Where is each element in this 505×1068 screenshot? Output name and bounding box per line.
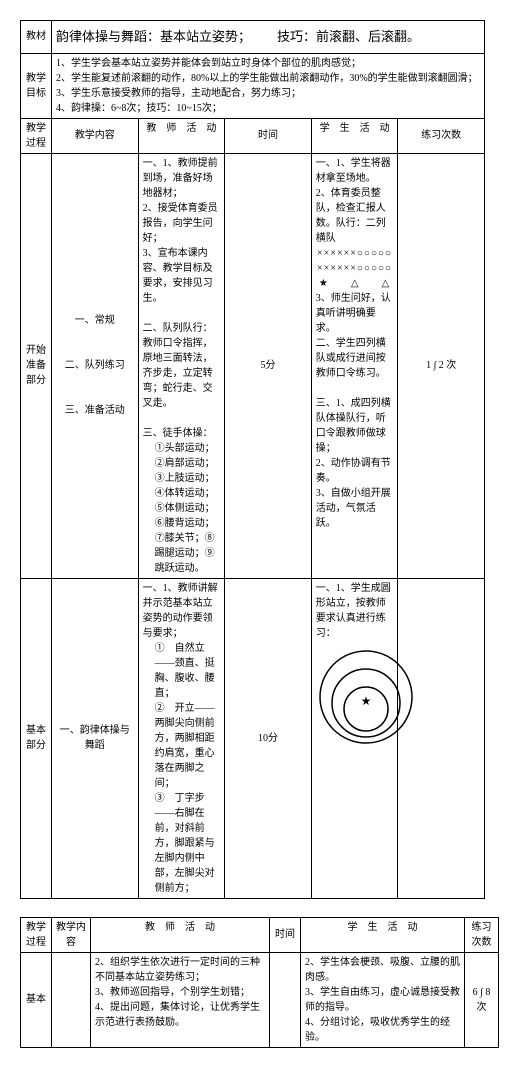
- process-cell: 开始准备部分: [21, 153, 52, 578]
- th-reps: 练习次数: [465, 917, 499, 952]
- student-cell: 2、学生体会梗颈、吸腹、立腰的肌肉感。 3、学生自由练习，虚心诚恳接受教师的指导…: [301, 952, 465, 1047]
- teacher-cell: 2、组织学生依次进行一定时间的三种不同基本站立姿势练习； 3、教师巡回指导，个别…: [91, 952, 270, 1047]
- th-reps: 练习次数: [398, 118, 485, 153]
- th-student: 学 生 活 动: [301, 917, 465, 952]
- th-process: 教学过程: [21, 118, 52, 153]
- goals-list: 1、学生学会基本站立姿势并能体会到站立时身体个部位的肌肉感觉； 2、学生能复述前…: [52, 53, 485, 118]
- goal-item: 3、学生乐意接受教师的指导，主动地配合，努力练习；: [56, 86, 480, 101]
- goal-item: 2、学生能复述前滚翻的动作，80%以上的学生能做出前滚翻动作，30%的学生能做到…: [56, 71, 480, 86]
- title-skill: 技巧：前滚翻、后滚翻。: [277, 29, 420, 44]
- formation-diagram: ××××××○○○○○ ××××××○○○○○ ★ △ △: [316, 246, 394, 291]
- time-cell: 5分: [225, 153, 312, 578]
- teacher-cell: 一、1、教师提前到场，准备好场地器材； 2、接受体育委员报告，向学生问好； 3、…: [138, 153, 225, 578]
- content-cell: [52, 952, 91, 1047]
- content-cell: 一、韵律体操与舞蹈: [52, 578, 139, 898]
- goal-item: 1、学生学会基本站立姿势并能体会到站立时身体个部位的肌肉感觉；: [56, 56, 480, 71]
- process-cell: 基本: [21, 952, 52, 1047]
- student-cell: 一、1、学生成圆形站立，按教师要求认真进行练习： ★: [311, 578, 398, 898]
- th-content: 教学内容: [52, 118, 139, 153]
- time-cell: [270, 952, 301, 1047]
- th-teacher: 教 师 活 动: [91, 917, 270, 952]
- table-row: 基本 2、组织学生依次进行一定时间的三种不同基本站立姿势练习； 3、教师巡回指导…: [21, 952, 499, 1047]
- header-label: 教材: [21, 21, 52, 54]
- main-table: 教材 韵律体操与舞蹈：基本站立姿势； 技巧：前滚翻、后滚翻。 教学目标 1、学生…: [20, 20, 485, 899]
- th-process: 教学过程: [21, 917, 52, 952]
- th-student: 学 生 活 动: [311, 118, 398, 153]
- th-teacher: 教 师 活 动: [138, 118, 225, 153]
- document-page: 教材 韵律体操与舞蹈：基本站立姿势； 技巧：前滚翻、后滚翻。 教学目标 1、学生…: [20, 20, 485, 1048]
- goal-item: 4、韵律操：6~8次；技巧：10~15次；: [56, 101, 480, 116]
- content-cell: 一、常规 二、队列练习 三、准备活动: [52, 153, 139, 578]
- title-main: 韵律体操与舞蹈：基本站立姿势；: [56, 29, 251, 44]
- teacher-cell: 一、1、教师讲解并示范基本站立姿势的动作要领与要求； ① 自然立——颈直、挺胸、…: [138, 578, 225, 898]
- header-title: 韵律体操与舞蹈：基本站立姿势； 技巧：前滚翻、后滚翻。: [52, 21, 485, 54]
- svg-text:★: ★: [360, 694, 371, 708]
- reps-cell: [398, 578, 485, 898]
- second-table: 教学过程 教学内容 教 师 活 动 时间 学 生 活 动 练习次数 基本 2、组…: [20, 917, 499, 1048]
- reps-cell: 6 ∫ 8 次: [465, 952, 499, 1047]
- th-time: 时间: [225, 118, 312, 153]
- goals-label: 教学目标: [21, 53, 52, 118]
- th-time: 时间: [270, 917, 301, 952]
- reps-cell: 1 ∫ 2 次: [398, 153, 485, 578]
- table-row: 开始准备部分 一、常规 二、队列练习 三、准备活动 一、1、教师提前到场，准备好…: [21, 153, 485, 578]
- process-cell: 基本部分: [21, 578, 52, 898]
- table-row: 基本部分 一、韵律体操与舞蹈 一、1、教师讲解并示范基本站立姿势的动作要领与要求…: [21, 578, 485, 898]
- time-cell: 10分: [225, 578, 312, 898]
- student-cell: 一、1、学生将器材拿至场地。 2、体育委员整队，检查汇报人数。队行：二列横队 ×…: [311, 153, 398, 578]
- th-content: 教学内容: [52, 917, 91, 952]
